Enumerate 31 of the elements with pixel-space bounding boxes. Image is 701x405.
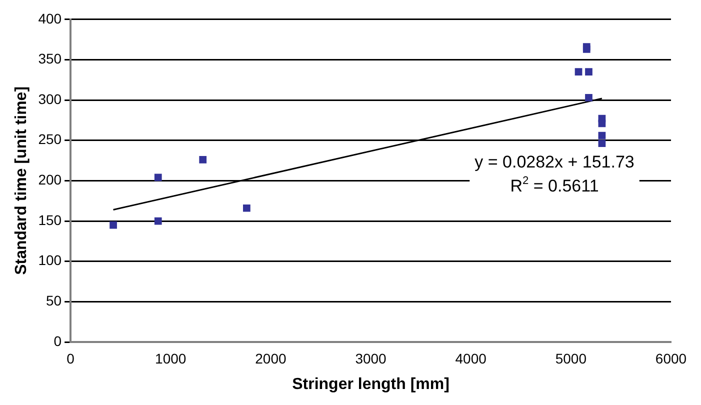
- x-tick-label: 1000: [155, 350, 186, 366]
- y-tick-label: 150: [38, 212, 62, 228]
- point: [199, 156, 207, 164]
- x-tick-label: 3000: [355, 350, 387, 366]
- x-tick-label: 5000: [555, 350, 587, 366]
- x-tick-label: 4000: [455, 350, 487, 366]
- point: [574, 68, 582, 76]
- y-tick-label: 50: [46, 292, 62, 309]
- x-tick-label: 6000: [655, 350, 687, 366]
- point: [154, 217, 162, 225]
- point: [598, 132, 606, 140]
- y-tick-label: 350: [38, 50, 62, 67]
- y-tick-label: 0: [54, 332, 62, 349]
- y-tick-label: 100: [38, 252, 62, 268]
- annotation: y = 0.0282x + 151.73: [474, 152, 634, 172]
- point: [598, 120, 606, 128]
- y-tick-label: 250: [38, 131, 62, 148]
- point: [243, 204, 250, 212]
- point: [110, 221, 117, 229]
- point: [585, 94, 592, 102]
- y-tick-label: 400: [38, 10, 62, 26]
- point: [598, 140, 606, 148]
- x-axis-title: Stringer length [mm]: [292, 376, 450, 393]
- point: [154, 174, 162, 182]
- point: [585, 68, 592, 76]
- y-tick-label: 300: [38, 90, 62, 107]
- y-tick-label: 200: [38, 172, 62, 188]
- y-axis-title: Standard time [unit time]: [13, 86, 30, 275]
- x-tick-label: 0: [66, 350, 75, 366]
- x-tick-label: 2000: [255, 350, 286, 366]
- point: [582, 46, 590, 53]
